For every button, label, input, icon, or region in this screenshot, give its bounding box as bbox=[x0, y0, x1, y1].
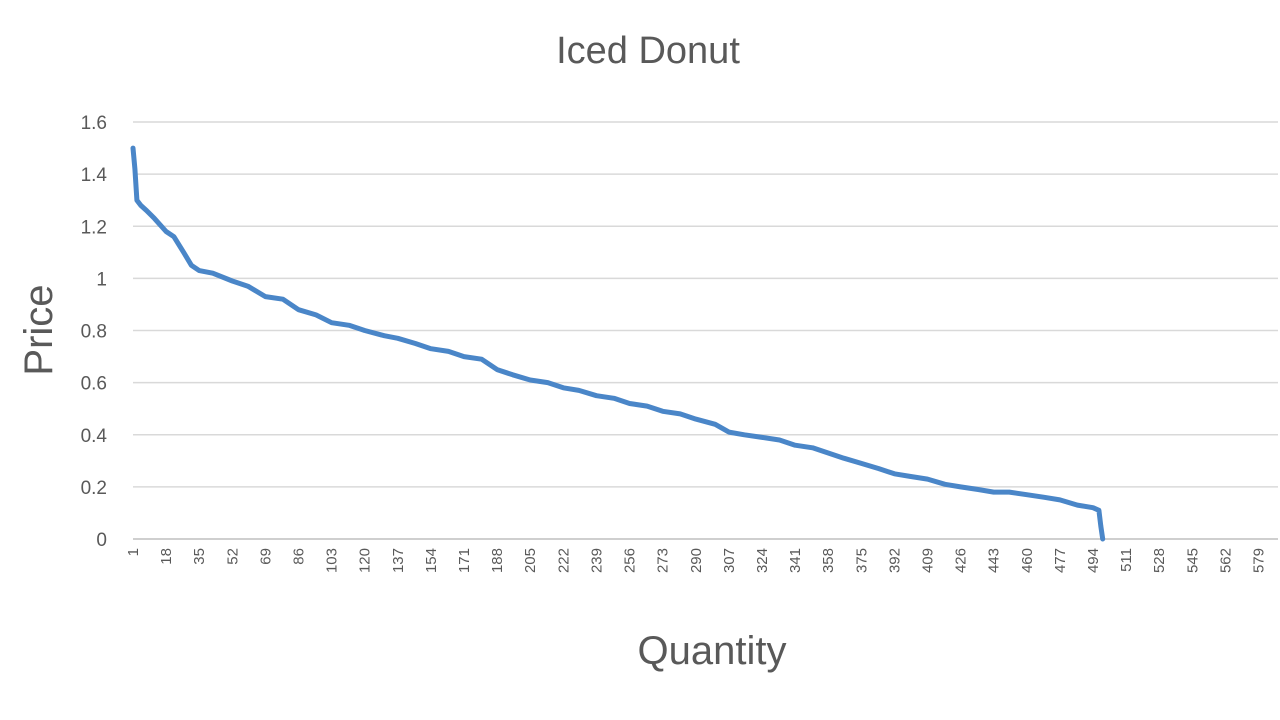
x-tick-label-1: 18 bbox=[158, 548, 175, 565]
gridlines bbox=[133, 121, 1278, 540]
y-tick-label-2: 0.4 bbox=[81, 426, 108, 447]
x-tick-label-3: 52 bbox=[224, 548, 241, 565]
x-tick-label-18: 307 bbox=[721, 548, 738, 573]
x-tick-label-21: 358 bbox=[820, 548, 837, 573]
x-tick-label-32: 545 bbox=[1184, 548, 1201, 573]
x-tick-label-6: 103 bbox=[324, 548, 341, 573]
y-tick-label-4: 0.8 bbox=[81, 322, 107, 343]
x-tick-label-28: 477 bbox=[1052, 548, 1069, 573]
x-tick-label-16: 273 bbox=[655, 548, 672, 573]
x-axis-ticks: 1 18 35 52 69 86 103 120 137 154 171 188 205 222 239 25… bbox=[125, 548, 1268, 573]
x-tick-label-15: 256 bbox=[622, 548, 639, 573]
x-axis-title: Quantity bbox=[638, 629, 787, 673]
y-tick-label-1: 0.2 bbox=[81, 478, 107, 499]
series-line-0 bbox=[130, 145, 1106, 542]
y-tick-label-6: 1.2 bbox=[81, 217, 107, 238]
x-tick-label-24: 409 bbox=[919, 548, 936, 573]
x-tick-label-30: 511 bbox=[1118, 548, 1135, 572]
x-tick-label-11: 188 bbox=[489, 548, 506, 573]
x-tick-label-0: 1 bbox=[125, 548, 142, 556]
series-layer bbox=[130, 145, 1106, 542]
x-tick-label-23: 392 bbox=[886, 548, 903, 573]
x-tick-label-2: 35 bbox=[191, 548, 208, 565]
x-tick-label-7: 120 bbox=[357, 548, 374, 573]
x-tick-label-34: 579 bbox=[1251, 548, 1268, 573]
chart-title: Iced Donut bbox=[556, 30, 740, 72]
x-tick-label-22: 375 bbox=[853, 548, 870, 573]
x-tick-label-5: 86 bbox=[291, 548, 308, 565]
x-tick-label-31: 528 bbox=[1151, 548, 1168, 573]
x-tick-label-29: 494 bbox=[1085, 548, 1102, 573]
x-tick-label-10: 171 bbox=[456, 548, 473, 573]
y-axis-ticks: 0 0.2 0.4 0.6 0.8 1 1.2 1.4 1.6 bbox=[81, 113, 108, 551]
x-tick-label-13: 222 bbox=[555, 548, 572, 573]
y-tick-label-0: 0 bbox=[96, 530, 107, 551]
y-tick-label-3: 0.6 bbox=[81, 374, 107, 395]
x-tick-label-4: 69 bbox=[257, 548, 274, 565]
x-tick-label-9: 154 bbox=[423, 548, 440, 573]
x-tick-label-19: 324 bbox=[754, 548, 771, 573]
y-tick-label-8: 1.6 bbox=[81, 113, 107, 134]
x-tick-label-25: 426 bbox=[953, 548, 970, 573]
x-tick-label-17: 290 bbox=[688, 548, 705, 573]
x-tick-label-27: 460 bbox=[1019, 548, 1036, 573]
y-tick-label-7: 1.4 bbox=[81, 165, 108, 186]
x-tick-label-26: 443 bbox=[986, 548, 1003, 573]
x-tick-label-12: 205 bbox=[522, 548, 539, 573]
y-tick-label-5: 1 bbox=[96, 269, 107, 290]
x-tick-label-14: 239 bbox=[588, 548, 605, 573]
y-axis-title: Price bbox=[17, 284, 61, 375]
x-tick-label-33: 562 bbox=[1217, 548, 1234, 573]
x-tick-label-20: 341 bbox=[787, 548, 804, 573]
x-tick-label-8: 137 bbox=[390, 548, 407, 573]
